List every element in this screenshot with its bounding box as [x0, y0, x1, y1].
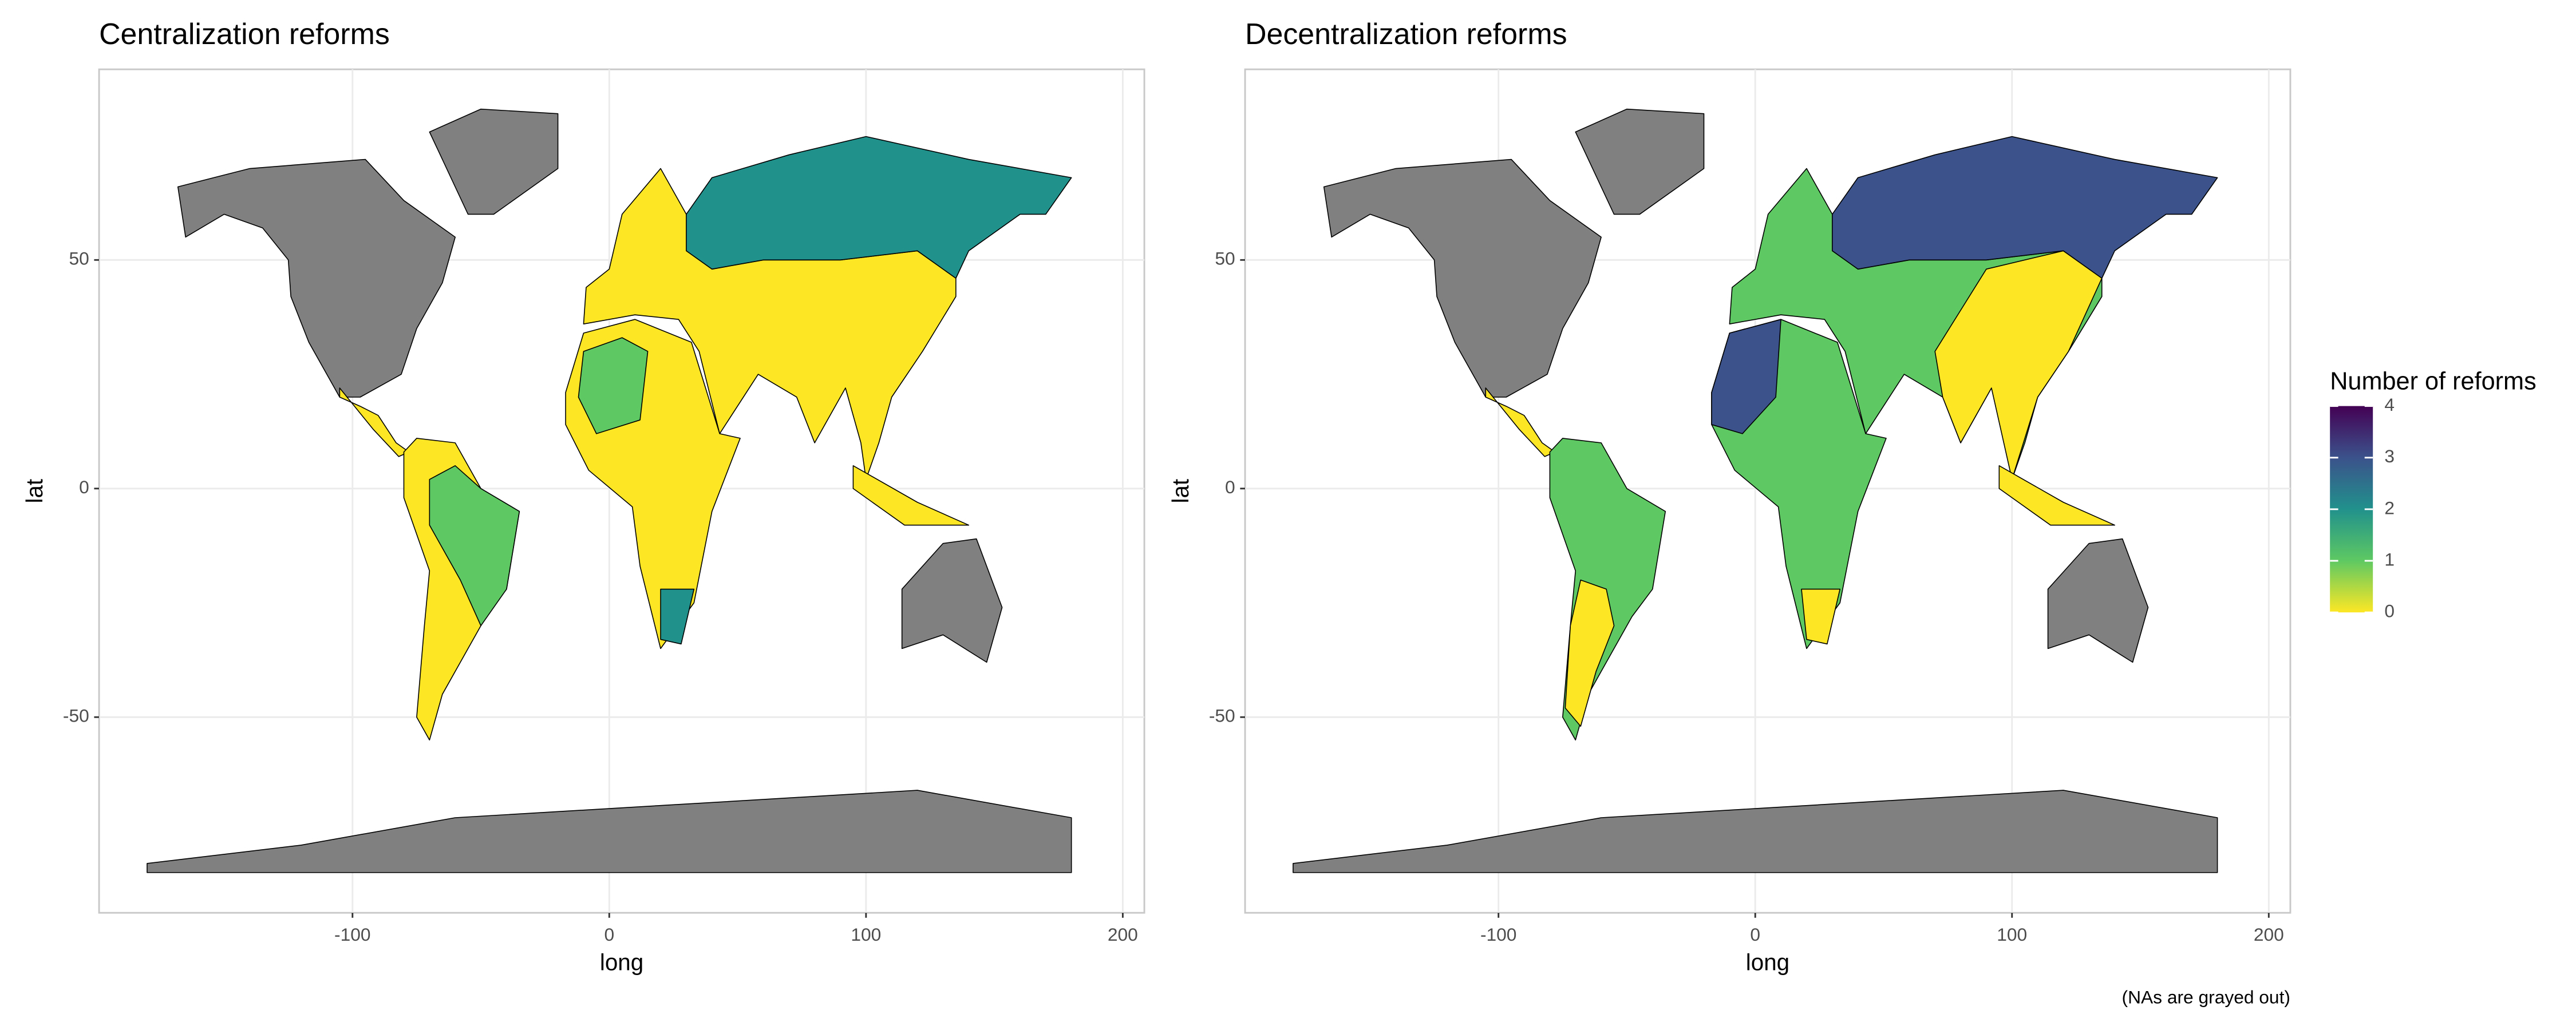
brazil	[429, 466, 519, 626]
x-tick-label: 0	[604, 924, 614, 945]
legend-title: Number of reforms	[2330, 368, 2537, 395]
legend-tick-label: 0	[2384, 601, 2395, 621]
antarctica	[1293, 790, 2218, 873]
y-tick-label: 50	[69, 248, 89, 269]
y-tick-label: 0	[1225, 477, 1235, 497]
y-tick-label: -50	[1209, 706, 1235, 726]
legend-tick-label: 4	[2384, 394, 2395, 415]
x-tick-label: 100	[1997, 924, 2027, 945]
x-tick-label: 100	[851, 924, 881, 945]
y-axis-label: lat	[1167, 479, 1194, 504]
indonesia	[1999, 466, 2115, 525]
indonesia	[853, 466, 969, 525]
x-tick-label: -100	[334, 924, 370, 945]
world-map	[1293, 109, 2218, 873]
legend-tick-label: 2	[2384, 497, 2395, 518]
caption: (NAs are grayed out)	[2122, 987, 2290, 1008]
africa-region	[578, 338, 647, 434]
greenland	[1575, 109, 1704, 215]
chart-title: Decentralization reforms	[1245, 18, 1567, 51]
southern-africa	[661, 589, 694, 644]
x-tick-label: -100	[1480, 924, 1516, 945]
x-axis-label: long	[600, 949, 643, 975]
australia	[902, 539, 1002, 663]
north-america	[1324, 160, 1601, 397]
australia	[2048, 539, 2148, 663]
x-axis-label: long	[1746, 949, 1789, 975]
russia	[1832, 137, 2218, 279]
y-axis-label: lat	[21, 479, 48, 504]
y-tick-label: -50	[63, 706, 89, 726]
eurasia	[583, 169, 955, 480]
x-tick-label: 0	[1750, 924, 1760, 945]
x-tick-label: 200	[2254, 924, 2284, 945]
chart-title: Centralization reforms	[99, 18, 390, 51]
antarctica	[147, 790, 1072, 873]
china-india	[1935, 251, 2102, 479]
world-map	[147, 109, 1072, 873]
greenland	[429, 109, 558, 215]
russia	[686, 137, 1072, 279]
north-africa	[1712, 319, 1781, 434]
y-tick-label: 50	[1215, 248, 1235, 269]
x-tick-label: 200	[1108, 924, 1138, 945]
legend-tick-label: 3	[2384, 446, 2395, 466]
legend-tick-label: 1	[2384, 549, 2395, 569]
y-tick-label: 0	[79, 477, 89, 497]
southern-cone	[1565, 580, 1614, 727]
southern-africa	[1801, 589, 1840, 644]
north-america	[178, 160, 455, 397]
